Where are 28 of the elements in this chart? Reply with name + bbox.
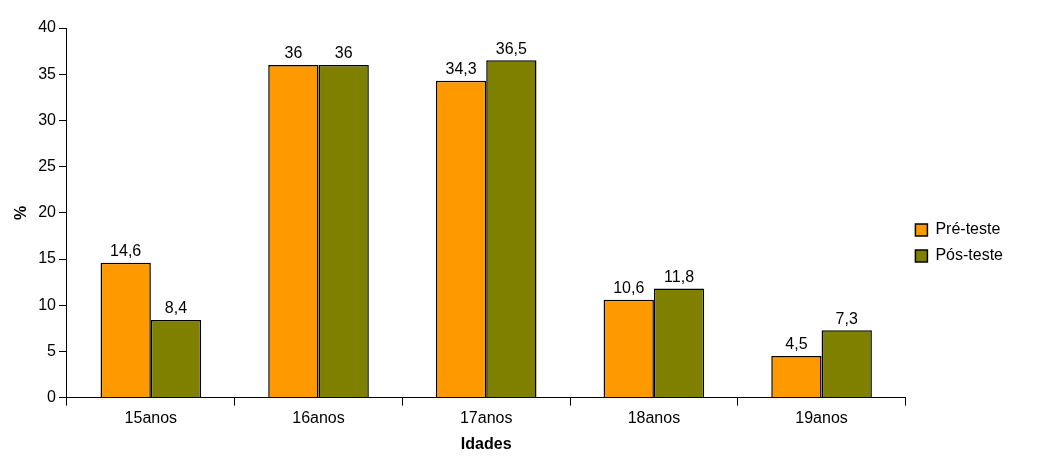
data-label: 36,5 — [495, 39, 528, 57]
x-axis-title: Idades — [460, 434, 512, 452]
y-tick-label: 15 — [38, 249, 57, 267]
data-label: 11,8 — [664, 267, 695, 285]
legend-label: Pós-teste — [935, 246, 1004, 264]
y-tick-label: 5 — [47, 341, 57, 359]
x-tick-label: 16anos — [292, 408, 345, 426]
legend-label: Pré-teste — [935, 220, 1001, 238]
y-tick-label: 25 — [38, 157, 57, 175]
data-label: 8,4 — [164, 299, 188, 317]
data-label: 36 — [334, 44, 353, 62]
data-label: 14,6 — [110, 242, 142, 260]
y-axis-title: % — [12, 205, 30, 220]
data-label: 36 — [284, 44, 303, 62]
y-tick-label: 35 — [38, 64, 57, 82]
data-label: 4,5 — [785, 335, 808, 353]
x-tick-label: 18anos — [627, 408, 681, 426]
x-tick-label: 17anos — [459, 408, 513, 426]
x-tick-label: 19anos — [795, 408, 848, 426]
data-label: 10,6 — [613, 279, 645, 297]
data-label: 7,3 — [835, 309, 858, 327]
y-tick-label: 40 — [38, 18, 57, 36]
y-tick-label: 30 — [38, 110, 57, 128]
y-tick-label: 0 — [47, 388, 57, 406]
y-tick-label: 20 — [38, 203, 57, 221]
data-label: 34,3 — [445, 60, 477, 78]
x-tick-label: 15anos — [124, 408, 178, 426]
y-tick-label: 10 — [38, 295, 57, 313]
